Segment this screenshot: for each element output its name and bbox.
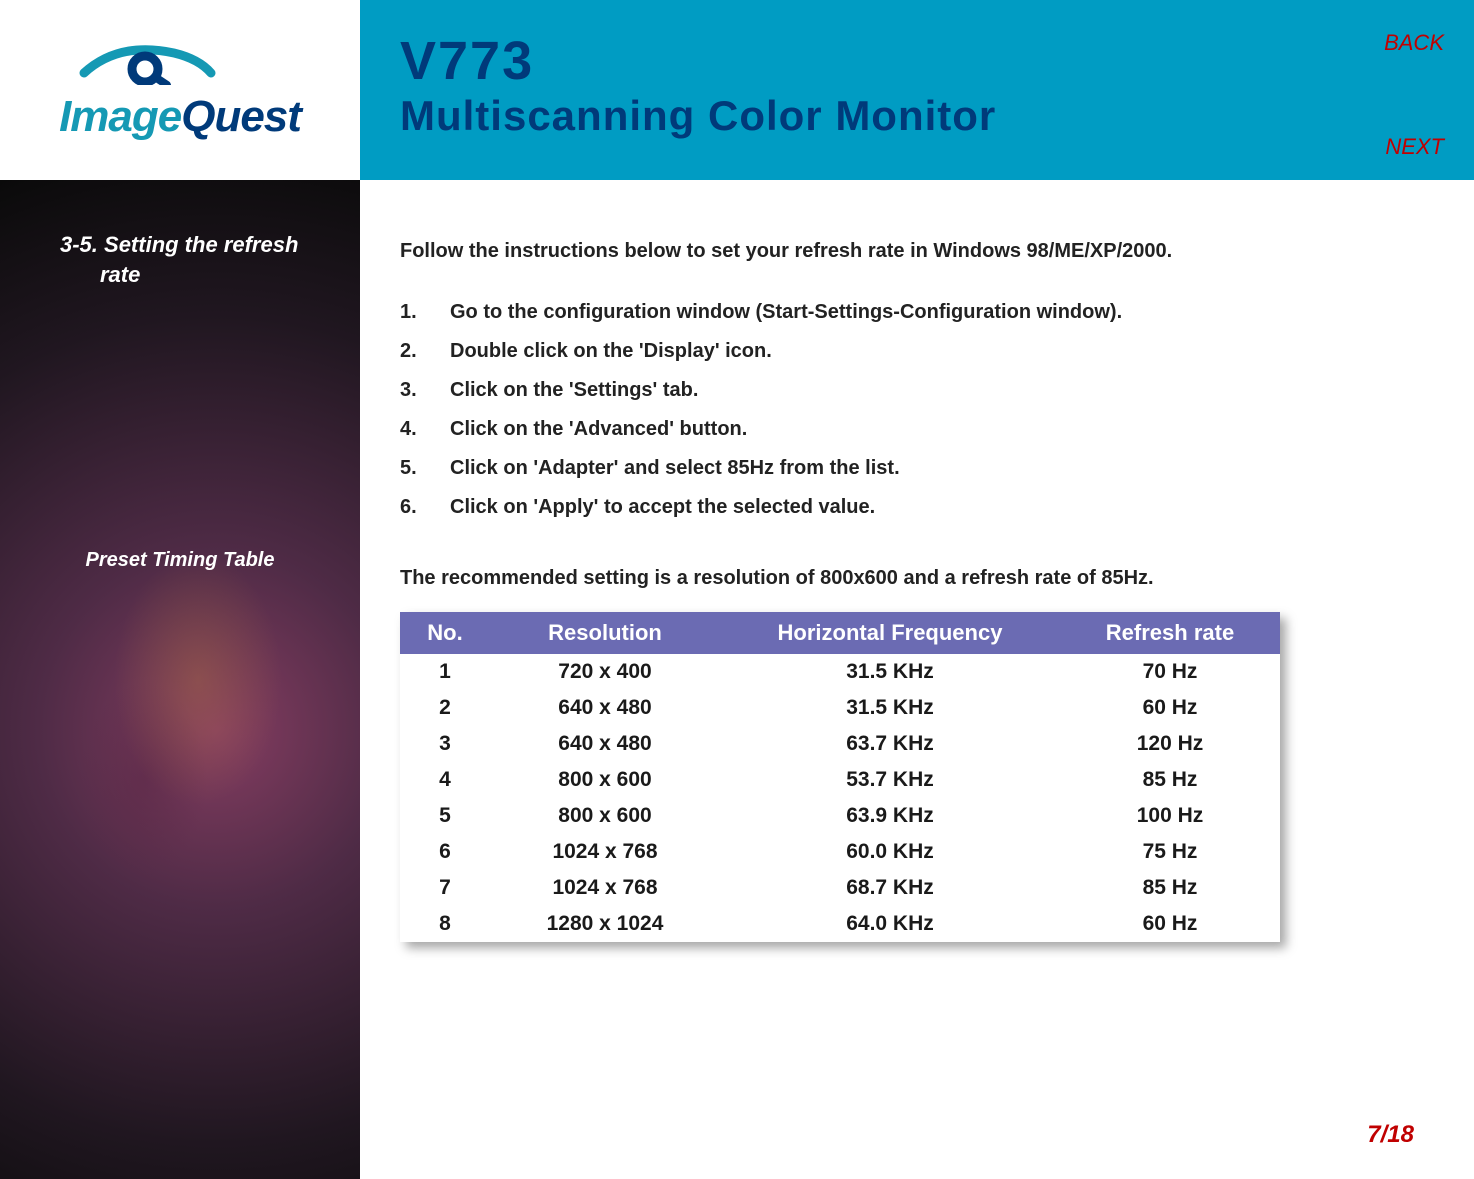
cell-hf: 53.7 KHz [720, 762, 1060, 798]
step-number: 2. [400, 332, 434, 371]
step-text: Click on 'Apply' to accept the selected … [450, 496, 875, 518]
list-item: 5. Click on 'Adapter' and select 85Hz fro… [400, 449, 1414, 488]
step-number: 5. [400, 449, 434, 488]
table-row: 61024 x 76860.0 KHz75 Hz [400, 834, 1280, 870]
col-header-no: No. [400, 612, 490, 654]
cell-no: 4 [400, 762, 490, 798]
list-item: 6. Click on 'Apply' to accept the selecte… [400, 488, 1414, 527]
recommendation-text: The recommended setting is a resolution … [400, 567, 1414, 590]
table-header-row: No. Resolution Horizontal Frequency Refr… [400, 612, 1280, 654]
cell-res: 800 x 600 [490, 762, 720, 798]
table-body: 1720 x 40031.5 KHz70 Hz 2640 x 48031.5 K… [400, 654, 1280, 942]
step-number: 3. [400, 371, 434, 410]
cell-no: 2 [400, 690, 490, 726]
step-number: 1. [400, 293, 434, 332]
sidebar-subheading: Preset Timing Table [30, 549, 330, 572]
cell-res: 1024 x 768 [490, 834, 720, 870]
cell-rr: 85 Hz [1060, 870, 1280, 906]
cell-hf: 60.0 KHz [720, 834, 1060, 870]
product-subtitle: Multiscanning Color Monitor [400, 92, 1434, 140]
cell-no: 3 [400, 726, 490, 762]
cell-rr: 70 Hz [1060, 654, 1280, 690]
eye-icon [79, 39, 219, 85]
list-item: 2. Double click on the 'Display' icon. [400, 332, 1414, 371]
logo: ImageQuest [59, 39, 301, 142]
col-header-refresh: Refresh rate [1060, 612, 1280, 654]
cell-no: 8 [400, 906, 490, 942]
cell-hf: 63.7 KHz [720, 726, 1060, 762]
logo-cell: ImageQuest [0, 0, 360, 180]
cell-hf: 63.9 KHz [720, 798, 1060, 834]
cell-res: 720 x 400 [490, 654, 720, 690]
table-row: 2640 x 48031.5 KHz60 Hz [400, 690, 1280, 726]
step-text: Double click on the 'Display' icon. [450, 340, 772, 362]
list-item: 3. Click on the 'Settings' tab. [400, 371, 1414, 410]
cell-res: 1280 x 1024 [490, 906, 720, 942]
cell-rr: 120 Hz [1060, 726, 1280, 762]
cell-rr: 100 Hz [1060, 798, 1280, 834]
cell-no: 1 [400, 654, 490, 690]
sidebar-heading: 3-5. Setting the refresh rate [70, 230, 330, 289]
cell-hf: 64.0 KHz [720, 906, 1060, 942]
col-header-hfreq: Horizontal Frequency [720, 612, 1060, 654]
step-number: 6. [400, 488, 434, 527]
cell-no: 6 [400, 834, 490, 870]
cell-hf: 31.5 KHz [720, 654, 1060, 690]
page-number: 7/18 [1367, 1121, 1414, 1149]
cell-rr: 60 Hz [1060, 690, 1280, 726]
header-row: ImageQuest V773 Multiscanning Color Moni… [0, 0, 1474, 180]
product-model: V773 [400, 30, 1434, 92]
cell-res: 1024 x 768 [490, 870, 720, 906]
back-link[interactable]: BACK [1384, 30, 1444, 56]
cell-hf: 31.5 KHz [720, 690, 1060, 726]
logo-part1: Image [59, 92, 181, 141]
step-text: Go to the configuration window (Start-Se… [450, 301, 1122, 323]
col-header-resolution: Resolution [490, 612, 720, 654]
table-row: 1720 x 40031.5 KHz70 Hz [400, 654, 1280, 690]
logo-part2: Quest [181, 92, 301, 141]
cell-rr: 60 Hz [1060, 906, 1280, 942]
cell-res: 640 x 480 [490, 690, 720, 726]
sidebar-background-art [0, 180, 360, 1179]
list-item: 4. Click on the 'Advanced' button. [400, 410, 1414, 449]
table-row: 81280 x 102464.0 KHz60 Hz [400, 906, 1280, 942]
timing-table: No. Resolution Horizontal Frequency Refr… [400, 612, 1280, 942]
step-text: Click on the 'Advanced' button. [450, 418, 747, 440]
list-item: 1. Go to the configuration window (Start-… [400, 293, 1414, 332]
sidebar: 3-5. Setting the refresh rate Preset Tim… [0, 180, 360, 1179]
next-link[interactable]: NEXT [1385, 134, 1444, 160]
table-row: 4800 x 60053.7 KHz85 Hz [400, 762, 1280, 798]
title-cell: V773 Multiscanning Color Monitor BACK NE… [360, 0, 1474, 180]
cell-rr: 75 Hz [1060, 834, 1280, 870]
table-row: 5800 x 60063.9 KHz100 Hz [400, 798, 1280, 834]
cell-rr: 85 Hz [1060, 762, 1280, 798]
logo-text: ImageQuest [59, 92, 301, 142]
cell-res: 800 x 600 [490, 798, 720, 834]
step-number: 4. [400, 410, 434, 449]
step-text: Click on the 'Settings' tab. [450, 379, 698, 401]
cell-no: 7 [400, 870, 490, 906]
cell-res: 640 x 480 [490, 726, 720, 762]
intro-text: Follow the instructions below to set you… [400, 240, 1414, 263]
cell-hf: 68.7 KHz [720, 870, 1060, 906]
steps-list: 1. Go to the configuration window (Start-… [400, 293, 1414, 527]
table-row: 71024 x 76868.7 KHz85 Hz [400, 870, 1280, 906]
step-text: Click on 'Adapter' and select 85Hz from … [450, 457, 900, 479]
table-row: 3640 x 48063.7 KHz120 Hz [400, 726, 1280, 762]
cell-no: 5 [400, 798, 490, 834]
content-area: Follow the instructions below to set you… [360, 180, 1474, 1179]
main-row: 3-5. Setting the refresh rate Preset Tim… [0, 180, 1474, 1179]
